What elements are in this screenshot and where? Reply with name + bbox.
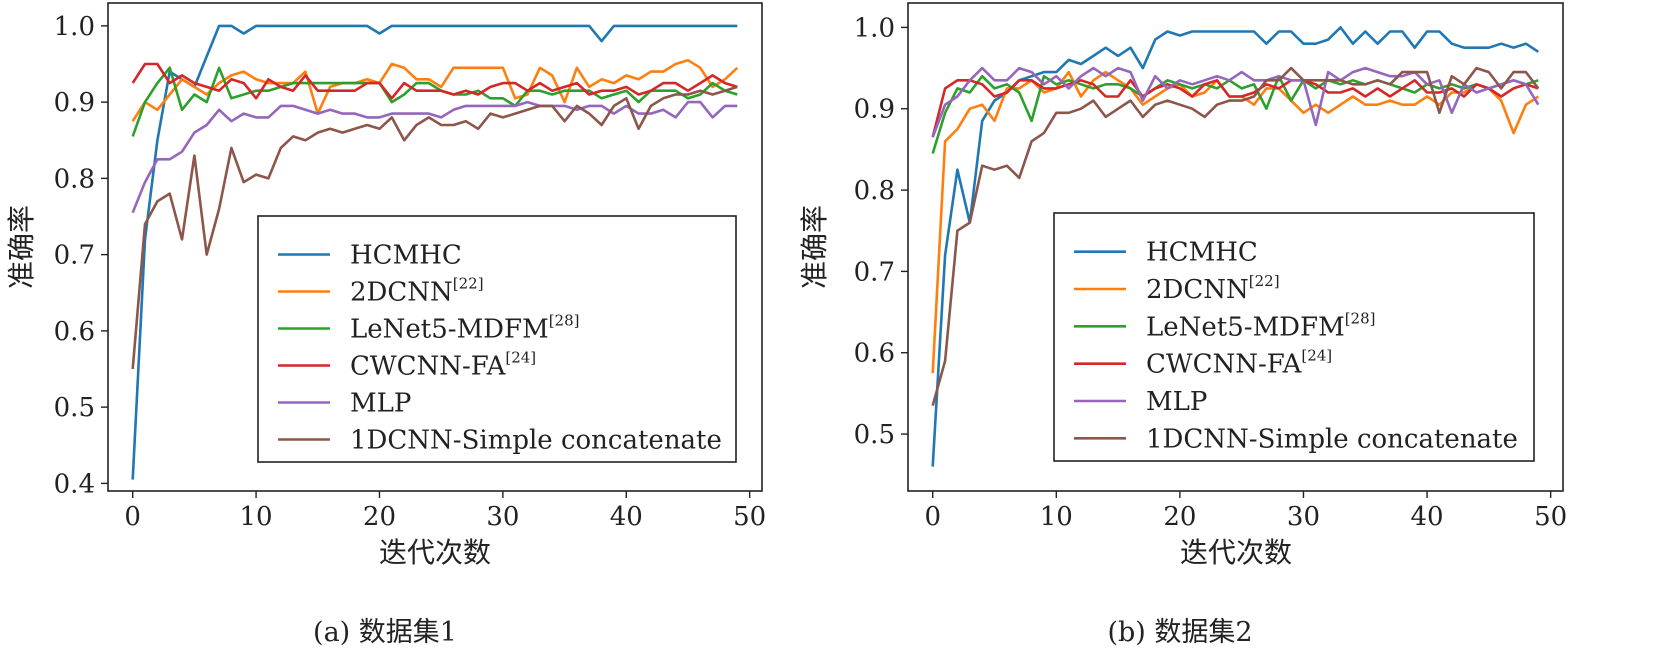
x-tick-label: 0 — [124, 502, 141, 532]
y-tick-label: 0.9 — [54, 88, 95, 118]
legend-superscript: [28] — [549, 312, 580, 330]
series-line-2 — [131, 58, 739, 122]
x-tick-label: 30 — [1287, 502, 1320, 532]
x-tick-label: 20 — [363, 502, 396, 532]
x-tick-label: 0 — [924, 502, 941, 532]
chart-panel-2: 0 10 20 30 40 50 0.5 0.6 0.7 0.8 0.9 1.0 迭代次数 准确率 (b) … — [798, 2, 1567, 648]
legend-label-3: LeNet5-MDFM[28] — [1146, 309, 1376, 342]
series-line-3 — [931, 74, 1539, 154]
x-tick-label: 40 — [610, 502, 643, 532]
panel-caption: (a) 数据集1 — [313, 617, 457, 648]
plot-frame — [107, 2, 763, 492]
legend-superscript: [24] — [1301, 347, 1332, 365]
legend-label-6: 1DCNN-Simple concatenate — [1146, 424, 1518, 454]
legend-box — [1053, 212, 1535, 462]
y-tick-label: 0.8 — [854, 176, 895, 206]
x-axis-label: 迭代次数 — [1180, 536, 1292, 569]
x-tick-label: 50 — [1534, 502, 1567, 532]
legend-superscript: [22] — [1249, 272, 1280, 290]
x-tick-label: 40 — [1411, 502, 1444, 532]
y-axis-label: 准确率 — [5, 205, 38, 289]
legend-superscript: [24] — [505, 349, 536, 367]
legend-label-6: 1DCNN-Simple concatenate — [350, 426, 722, 456]
y-tick-label: 1.0 — [854, 13, 895, 43]
x-axis-label: 迭代次数 — [379, 536, 491, 569]
legend-label-1: HCMHC — [350, 241, 462, 271]
series-line-4 — [131, 62, 738, 100]
y-tick-label: 0.6 — [54, 317, 95, 347]
series-line-5 — [131, 100, 738, 214]
series-line-6 — [931, 66, 1540, 406]
y-tick-label: 0.5 — [854, 420, 895, 450]
panel-caption: (b) 数据集2 — [1107, 617, 1252, 648]
y-tick-label: 0.6 — [854, 339, 895, 369]
x-tick-label: 50 — [733, 502, 766, 532]
legend-superscript: [22] — [453, 275, 484, 293]
series-line-5 — [931, 66, 1540, 138]
series-line-4 — [931, 79, 1539, 138]
y-tick-label: 0.7 — [854, 257, 895, 287]
series-lines — [931, 26, 1540, 467]
legend: HCMHC2DCNN[22]LeNet5-MDFM[28]CWCNN-FA[24… — [1053, 212, 1535, 462]
series-line-6 — [131, 85, 738, 370]
legend-label-5: MLP — [1146, 387, 1207, 417]
y-tick-label: 0.9 — [854, 95, 895, 125]
y-tick-label: 0.5 — [54, 393, 95, 423]
x-tick-label: 10 — [240, 502, 273, 532]
series-line-1 — [131, 24, 738, 480]
series-lines — [131, 24, 739, 480]
x-tick-label: 20 — [1163, 502, 1196, 532]
legend-label-4: CWCNN-FA[24] — [350, 349, 536, 382]
y-tick-label: 0.8 — [54, 164, 95, 194]
series-line-3 — [131, 66, 738, 137]
legend: HCMHC2DCNN[22]LeNet5-MDFM[28]CWCNN-FA[24… — [257, 215, 737, 463]
x-tick-label: 10 — [1040, 502, 1073, 532]
x-tick-label: 30 — [486, 502, 519, 532]
legend-superscript: [28] — [1345, 309, 1376, 327]
y-tick-label: 0.4 — [54, 469, 95, 499]
legend-label-5: MLP — [350, 389, 411, 419]
plot-frame — [907, 2, 1564, 492]
legend-label-3: LeNet5-MDFM[28] — [350, 312, 580, 345]
legend-label-1: HCMHC — [1146, 238, 1258, 268]
chart-panel-1: 0 10 20 30 40 50 0.4 0.5 0.6 0.7 0.8 0.9 1.0 迭代次数 准确率 (… — [5, 2, 766, 648]
y-axis-label: 准确率 — [798, 205, 831, 289]
legend-label-4: CWCNN-FA[24] — [1146, 347, 1332, 380]
y-tick-label: 0.7 — [54, 241, 95, 271]
legend-box — [257, 215, 737, 463]
y-tick-label: 1.0 — [54, 12, 95, 42]
